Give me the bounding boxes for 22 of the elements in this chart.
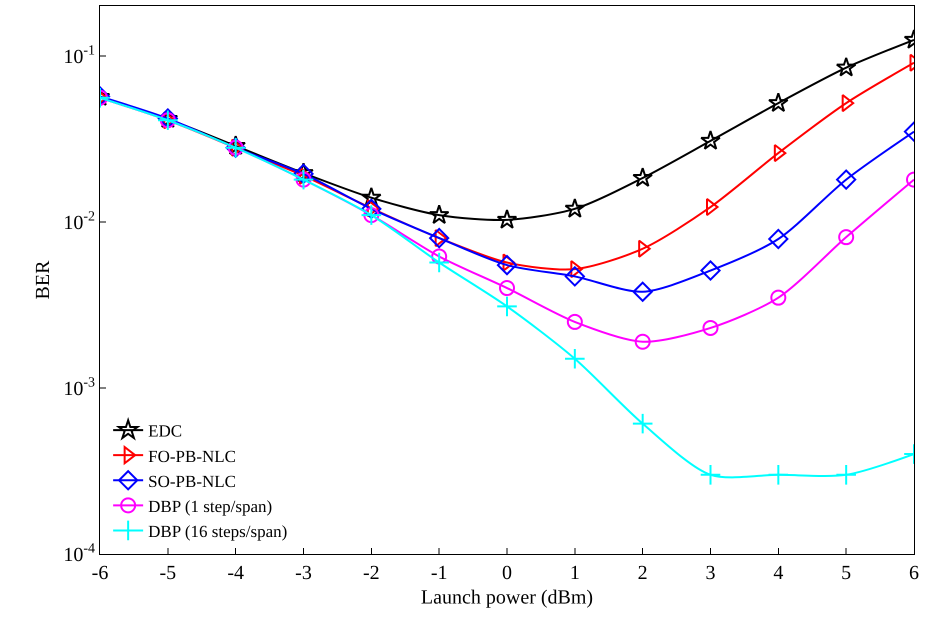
y-tick-label: 10$^{-2}$ [63,210,95,234]
legend-label: EDC [148,422,182,441]
legend-label: FO-PB-NLC [148,446,236,466]
legend-label: SO-PB-NLC [148,472,236,491]
legend-label: DBP (16 steps/span) [148,522,288,542]
x-tick-label: -1 [430,562,448,584]
y-axis-title: BER [32,260,54,300]
y-tick-label: 10$^{-1}$ [63,44,95,68]
x-tick-label: -5 [159,562,176,584]
x-axis-title: Launch power (dBm) [420,586,594,608]
x-tick-label: 3 [706,562,716,584]
x-tick-label: -3 [295,562,312,584]
x-tick-label: 4 [773,562,784,584]
x-tick-label: -2 [362,562,380,584]
x-tick-label: 0 [502,562,512,584]
legend-label: DBP (1 step/span) [148,497,272,516]
x-tick-label: 1 [570,562,580,584]
x-tick-label: 2 [638,562,648,584]
x-tick-label: 6 [909,562,919,584]
y-tick-label: 10$^{-3}$ [63,376,95,400]
x-tick-label: -4 [227,562,244,584]
x-tick-label: 5 [841,562,852,584]
